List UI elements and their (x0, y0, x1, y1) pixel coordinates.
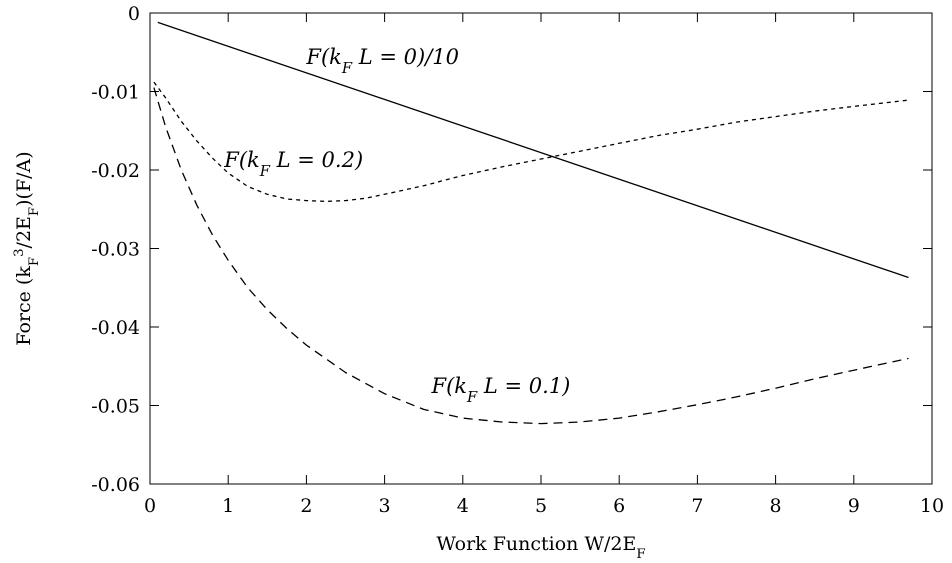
x-tick-label: 7 (691, 495, 703, 517)
y-tick-label: -0.01 (91, 82, 140, 104)
x-tick-label: 10 (920, 495, 944, 517)
x-axis-title: Work Function W/2EF (436, 533, 645, 562)
x-tick-label: 4 (457, 495, 469, 517)
x-tick-label: 0 (144, 495, 156, 517)
series-annotation: F(kF L = 0.2) (223, 148, 363, 180)
y-tick-label: -0.03 (91, 239, 140, 261)
y-axis-title: Force (kF3/2EF)(F/A) (12, 151, 42, 345)
x-tick-label: 2 (300, 495, 312, 517)
y-tick-label: -0.04 (91, 317, 140, 339)
x-tick-label: 9 (848, 495, 860, 517)
series-line-kfl-0-1 (153, 87, 909, 425)
axis-titles: Work Function W/2EF Force (kF3/2EF)(F/A) (12, 151, 646, 561)
y-tick-label: 0 (128, 3, 140, 25)
x-tick-label: 6 (613, 495, 625, 517)
y-tick-label: -0.02 (91, 160, 140, 182)
y-tick-label: -0.06 (91, 474, 140, 496)
x-tick-label: 1 (222, 495, 234, 517)
series-lines (153, 21, 909, 425)
x-tick-label: 5 (535, 495, 547, 517)
series-line-kfl-0 (157, 21, 909, 279)
x-tick-label: 8 (770, 495, 782, 517)
axes: 0 1 2 3 4 5 6 7 8 9 10 0 -0.01 -0.02 -0.03 -0.04 -0.05 -0… (91, 3, 944, 517)
annotations: F(kF L = 0)/10 F(kF L = 0.2) F(kF L = 0.1) (223, 45, 570, 405)
series-annotation: F(kF L = 0.1) (431, 374, 571, 406)
plot-frame (149, 12, 933, 485)
y-tick-label: -0.05 (91, 396, 140, 418)
series-annotation: F(kF L = 0)/10 (305, 45, 459, 77)
x-tick-label: 3 (379, 495, 391, 517)
series-line-kfl-0-2 (153, 81, 909, 203)
